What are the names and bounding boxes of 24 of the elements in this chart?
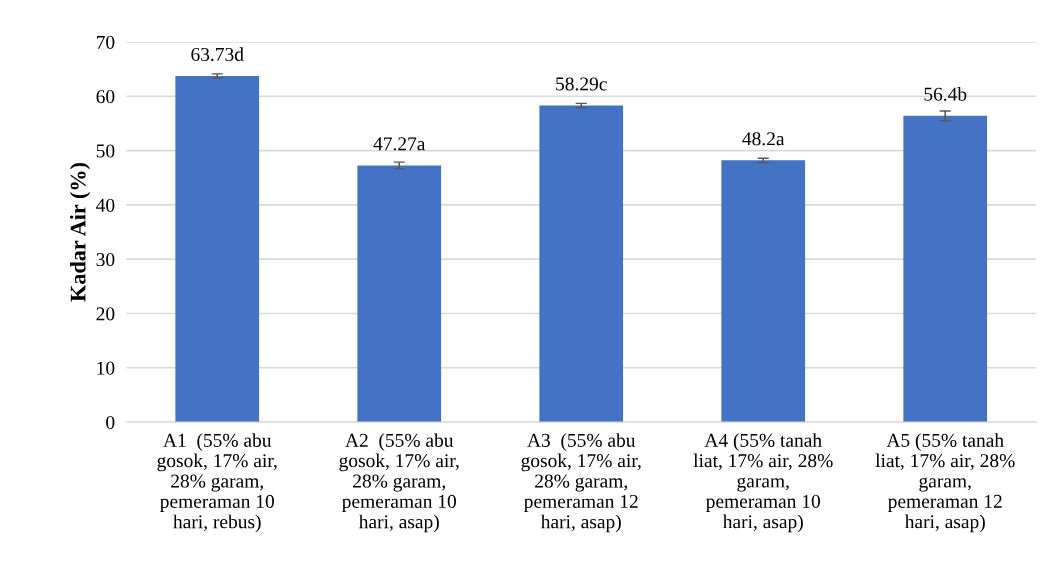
y-tick-label: 20 <box>96 307 115 321</box>
bar <box>539 105 624 423</box>
bar <box>175 76 260 423</box>
y-axis-title: Kadar Air (%) <box>69 163 91 302</box>
x-tick-label: A5 (55% tanah liat, 17% air, 28% garam, pemeraman 12 hari, asap) <box>875 433 1015 533</box>
data-label: 48.2a <box>742 132 785 146</box>
x-tick-label: A4 (55% tanah liat, 17% air, 28% garam, pemeraman 10 hari, asap) <box>693 433 833 533</box>
x-tick-label: A2 (55% abu gosok, 17% air, 28% garam, pemeraman 10 hari, asap) <box>339 433 459 533</box>
bar <box>903 115 988 423</box>
data-label: 63.73d <box>191 47 244 62</box>
data-label: 47.27a <box>373 137 426 151</box>
y-tick-label: 10 <box>97 361 115 375</box>
bar <box>357 165 442 423</box>
bar <box>721 160 806 423</box>
y-tick-label: 0 <box>106 415 115 430</box>
data-label: 56.4b <box>924 87 967 101</box>
data-label: 58.29c <box>556 77 607 91</box>
y-tick-label: 50 <box>96 144 115 158</box>
x-tick-label: A3 (55% abu gosok, 17% air, 28% garam, pemeraman 12 hari, asap) <box>521 433 641 533</box>
y-tick-label: 30 <box>96 253 115 267</box>
y-tick-label: 40 <box>96 198 115 212</box>
x-tick-label: A1 (55% abu gosok, 17% air, 28% garam, pemeraman 10 hari, rebus) <box>157 433 277 533</box>
y-tick-label: 70 <box>96 35 115 49</box>
y-tick-label: 60 <box>96 90 115 104</box>
